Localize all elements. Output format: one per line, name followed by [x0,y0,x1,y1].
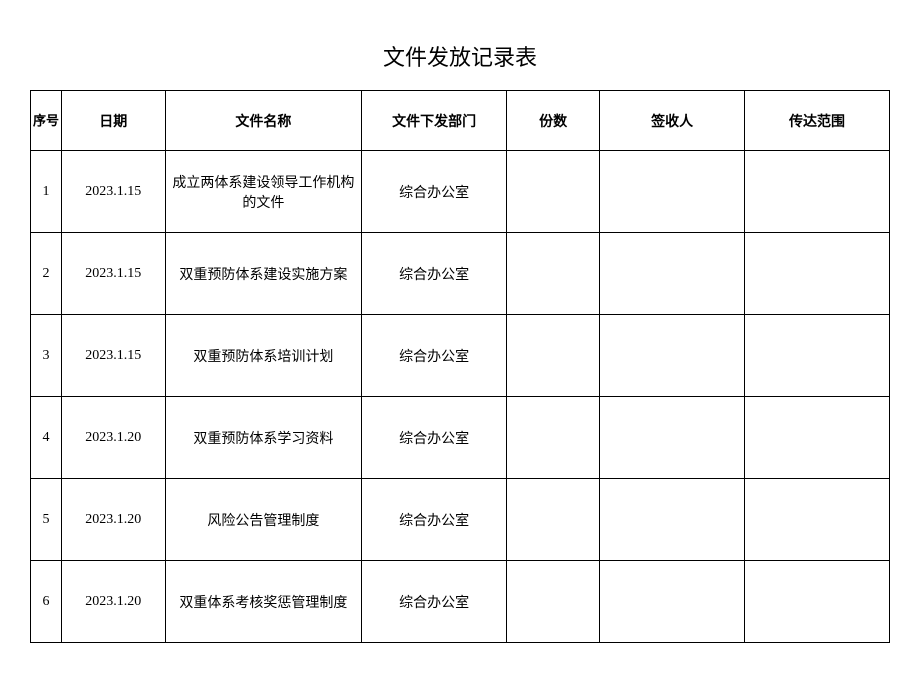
cell-dept: 综合办公室 [362,479,507,561]
cell-copies [507,151,600,233]
record-table: 序号 日期 文件名称 文件下发部门 份数 签收人 传达范围 1 2023.1.1… [30,90,890,643]
cell-date: 2023.1.20 [62,397,165,479]
cell-name: 成立两体系建设领导工作机构的文件 [165,151,362,233]
cell-signer [600,233,745,315]
cell-name: 双重预防体系培训计划 [165,315,362,397]
table-row: 2 2023.1.15 双重预防体系建设实施方案 综合办公室 [31,233,890,315]
cell-name: 双重预防体系建设实施方案 [165,233,362,315]
cell-copies [507,315,600,397]
cell-scope [745,479,890,561]
cell-copies [507,561,600,643]
cell-scope [745,397,890,479]
table-row: 3 2023.1.15 双重预防体系培训计划 综合办公室 [31,315,890,397]
cell-seq: 4 [31,397,62,479]
header-scope: 传达范围 [745,91,890,151]
cell-copies [507,233,600,315]
cell-signer [600,561,745,643]
page-title: 文件发放记录表 [30,40,890,72]
cell-signer [600,151,745,233]
cell-copies [507,479,600,561]
cell-scope [745,561,890,643]
cell-date: 2023.1.20 [62,561,165,643]
header-date: 日期 [62,91,165,151]
table-row: 6 2023.1.20 双重体系考核奖惩管理制度 综合办公室 [31,561,890,643]
header-signer: 签收人 [600,91,745,151]
cell-signer [600,315,745,397]
cell-seq: 1 [31,151,62,233]
cell-signer [600,397,745,479]
table-row: 4 2023.1.20 双重预防体系学习资料 综合办公室 [31,397,890,479]
header-copies: 份数 [507,91,600,151]
table-header-row: 序号 日期 文件名称 文件下发部门 份数 签收人 传达范围 [31,91,890,151]
table-body: 1 2023.1.15 成立两体系建设领导工作机构的文件 综合办公室 2 202… [31,151,890,643]
cell-dept: 综合办公室 [362,315,507,397]
cell-date: 2023.1.15 [62,233,165,315]
cell-name: 风险公告管理制度 [165,479,362,561]
cell-date: 2023.1.15 [62,151,165,233]
cell-seq: 3 [31,315,62,397]
cell-seq: 5 [31,479,62,561]
cell-date: 2023.1.20 [62,479,165,561]
cell-dept: 综合办公室 [362,561,507,643]
cell-signer [600,479,745,561]
table-row: 5 2023.1.20 风险公告管理制度 综合办公室 [31,479,890,561]
cell-scope [745,315,890,397]
header-seq: 序号 [31,91,62,151]
cell-date: 2023.1.15 [62,315,165,397]
cell-scope [745,233,890,315]
cell-copies [507,397,600,479]
cell-seq: 2 [31,233,62,315]
cell-scope [745,151,890,233]
cell-dept: 综合办公室 [362,233,507,315]
cell-dept: 综合办公室 [362,151,507,233]
table-row: 1 2023.1.15 成立两体系建设领导工作机构的文件 综合办公室 [31,151,890,233]
header-dept: 文件下发部门 [362,91,507,151]
cell-name: 双重预防体系学习资料 [165,397,362,479]
cell-seq: 6 [31,561,62,643]
cell-name: 双重体系考核奖惩管理制度 [165,561,362,643]
header-name: 文件名称 [165,91,362,151]
cell-dept: 综合办公室 [362,397,507,479]
